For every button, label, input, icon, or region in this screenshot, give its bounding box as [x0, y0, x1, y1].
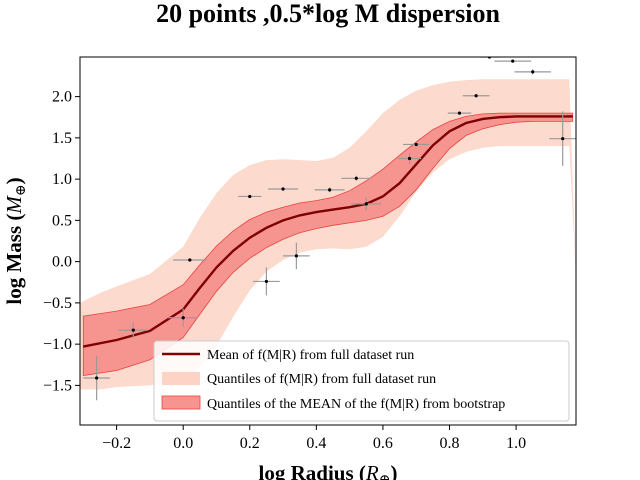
data-point-marker — [354, 176, 358, 180]
data-point-marker — [531, 70, 535, 74]
legend-box — [153, 340, 570, 422]
y-axis-label-subscript: ⊕ — [14, 184, 29, 196]
mean-curve-line — [83, 115, 573, 348]
plot-frame — [79, 56, 577, 426]
data-point — [402, 141, 430, 147]
data-point-marker — [474, 94, 478, 98]
legend: Mean of f(M|R) from full dataset run Qua… — [153, 340, 570, 422]
data-point — [397, 152, 422, 165]
data-point — [268, 187, 299, 191]
data-points — [83, 57, 576, 401]
x-axis-label-main: log Radius ( — [259, 461, 366, 480]
data-point-marker — [248, 194, 252, 199]
y-axis-label: log Mass (M⊕) — [2, 177, 29, 304]
legend-label-mean: Mean of f(M|R) from full dataset run — [207, 348, 414, 363]
x-tick-label: 0.6 — [373, 435, 393, 452]
data-point — [351, 197, 382, 211]
data-point — [253, 267, 280, 296]
data-point-marker — [364, 202, 368, 206]
outer-quantile-band — [80, 79, 576, 390]
data-point — [83, 355, 110, 401]
data-point-marker — [181, 316, 185, 320]
y-tick-label: 0.5 — [52, 212, 72, 229]
legend-swatch-inner — [161, 395, 201, 410]
data-point — [341, 175, 372, 181]
data-point-marker — [188, 258, 192, 262]
y-tick-label: −1.0 — [43, 336, 72, 353]
x-tick-label: 0.8 — [440, 435, 460, 452]
data-point — [238, 194, 262, 199]
data-point — [549, 111, 576, 166]
y-tick-label: −1.5 — [43, 377, 72, 394]
x-tick-label: 0.2 — [240, 435, 260, 452]
data-point-marker — [95, 376, 99, 380]
data-point-marker — [561, 137, 565, 141]
data-point — [173, 258, 207, 262]
data-point-marker — [414, 142, 418, 147]
data-point-marker — [328, 188, 332, 192]
data-point-marker — [511, 59, 515, 63]
y-tick-label: 1.5 — [52, 130, 72, 147]
legend-label-outer: Quantiles of f(M|R) from full dataset ru… — [207, 372, 436, 387]
plot-area — [80, 57, 576, 401]
data-point-marker — [264, 279, 269, 284]
inner-quantile-band — [82, 112, 574, 376]
legend-label-inner: Quantiles of the MEAN of the f(M|R) from… — [207, 397, 505, 412]
legend-swatch-outer — [162, 372, 200, 385]
x-tick-label: −0.2 — [102, 435, 131, 452]
y-axis-label-symbol: M — [2, 195, 26, 215]
y-tick-label: 1.0 — [52, 171, 72, 188]
y-axis-label-main: log Mass ( — [2, 214, 26, 305]
x-axis-label-close: ) — [390, 461, 397, 480]
data-point — [118, 322, 149, 338]
y-tick-label: −0.5 — [43, 295, 72, 312]
chart-title: 20 points ,0.5*log M dispersion — [156, 0, 500, 28]
data-point-marker — [294, 254, 298, 258]
data-point — [283, 242, 310, 270]
data-point-marker — [407, 156, 412, 161]
x-tick-label: 1.0 — [506, 435, 526, 452]
data-point — [314, 187, 345, 193]
y-axis-label-close: ) — [2, 177, 26, 184]
data-point — [462, 94, 490, 98]
x-axis-label-subscript: ⊕ — [379, 473, 391, 480]
x-axis-label-symbol: R — [365, 461, 379, 480]
x-axis-ticks: −0.2 0.0 0.2 0.4 0.6 0.8 1.0 — [102, 425, 526, 452]
x-tick-label: 0.4 — [306, 435, 326, 452]
data-point — [447, 111, 472, 115]
data-point — [514, 69, 552, 75]
y-tick-label: 0.0 — [52, 254, 72, 271]
data-point — [168, 308, 199, 327]
y-axis-ticks: −1.5 −1.0 −0.5 0.0 0.5 1.0 1.5 2.0 — [43, 89, 80, 394]
data-point-marker — [281, 187, 285, 191]
x-tick-label: 0.0 — [173, 435, 193, 452]
data-point-marker — [131, 328, 135, 332]
data-point-marker — [457, 111, 462, 115]
data-point — [494, 59, 532, 63]
y-tick-label: 2.0 — [52, 89, 72, 106]
x-axis-label: log Radius (R⊕) — [259, 461, 398, 480]
